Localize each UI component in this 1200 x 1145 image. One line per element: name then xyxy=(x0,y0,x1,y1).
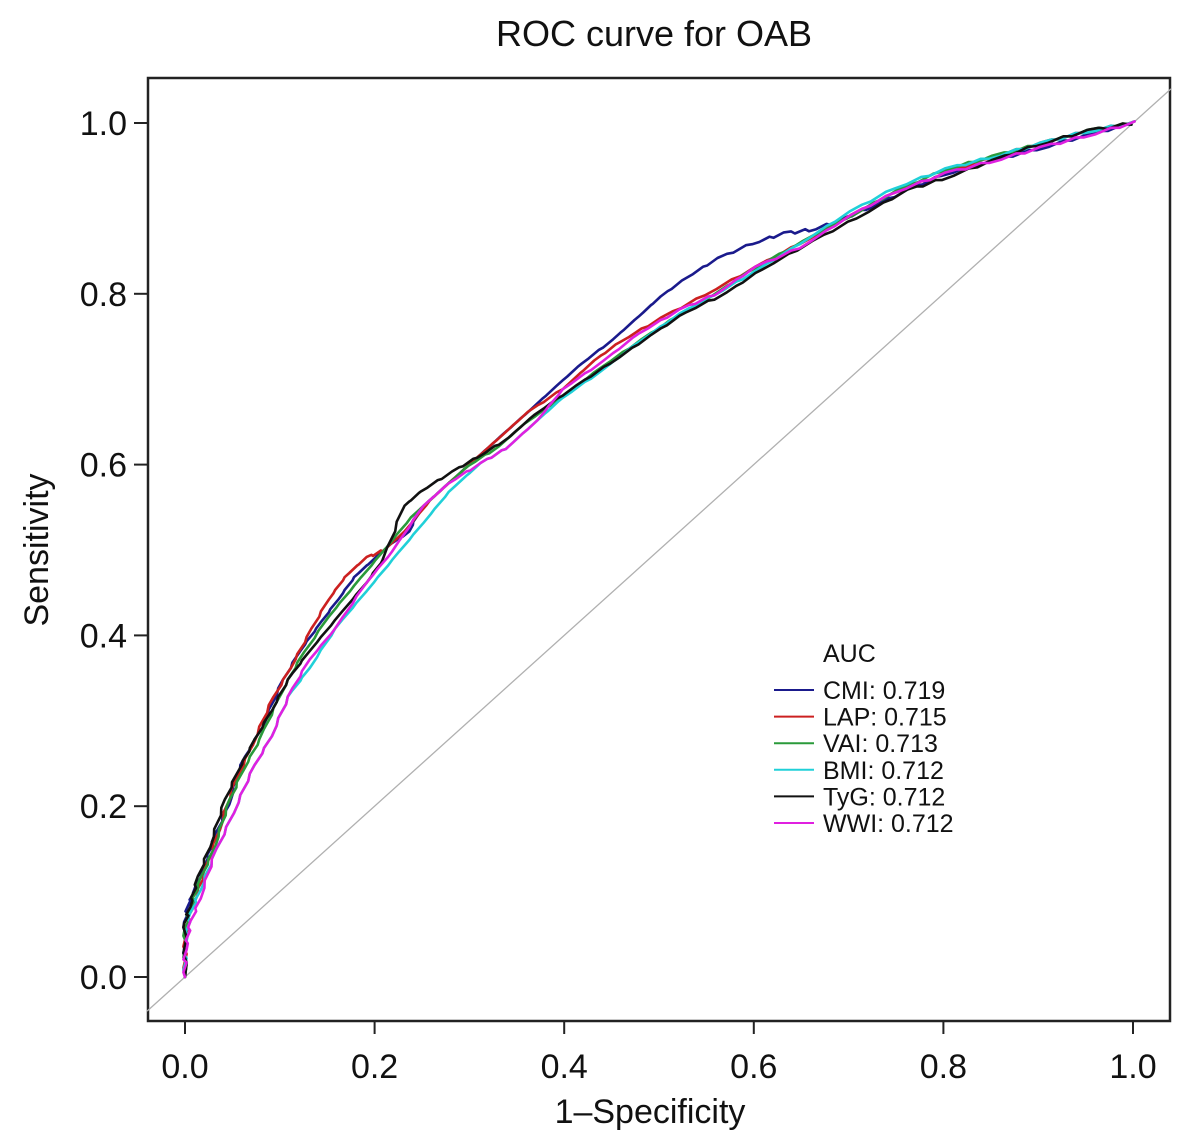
x-tick-label: 0.4 xyxy=(541,1048,588,1086)
plot-frame xyxy=(146,76,1172,1023)
chart-title: ROC curve for OAB xyxy=(496,13,812,54)
roc-line-wwi xyxy=(182,120,1136,979)
y-tick-label: 0.8 xyxy=(80,276,127,314)
y-tick-label: 0.4 xyxy=(80,617,127,655)
legend-label-tyg: TyG: 0.712 xyxy=(823,783,945,811)
y-axis-label: Sensitivity xyxy=(18,473,56,626)
y-tick-label: 0.6 xyxy=(80,447,127,485)
legend-label-bmi: BMI: 0.712 xyxy=(823,757,944,785)
x-tick-label: 0.6 xyxy=(730,1048,777,1086)
x-tick-label: 0.8 xyxy=(920,1048,967,1086)
legend-label-vai: VAI: 0.713 xyxy=(823,730,938,758)
legend-label-wwi: WWI: 0.712 xyxy=(823,810,954,838)
series-layer xyxy=(182,120,1136,979)
legend-label-lap: LAP: 0.715 xyxy=(823,704,947,732)
roc-line-tyg xyxy=(182,122,1133,979)
roc-line-vai xyxy=(182,122,1133,979)
reference-diagonal-line xyxy=(146,88,1172,1012)
reference-layer xyxy=(146,88,1172,1012)
x-tick-label: 0.2 xyxy=(351,1048,398,1086)
x-tick-label: 0.0 xyxy=(161,1048,208,1086)
x-axis: 0.0 0.2 0.4 0.6 0.8 1.0 xyxy=(161,1021,1157,1086)
x-tick-label: 1.0 xyxy=(1109,1048,1156,1086)
legend-label-cmi: CMI: 0.719 xyxy=(823,677,945,705)
y-tick-label: 0.0 xyxy=(80,959,127,997)
legend-title: AUC xyxy=(823,640,876,668)
y-tick-label: 1.0 xyxy=(80,105,127,143)
y-tick-label: 0.2 xyxy=(80,788,127,826)
y-axis: 0.0 0.2 0.4 0.6 0.8 1.0 xyxy=(80,105,148,997)
x-axis-label: 1–Specificity xyxy=(555,1093,746,1131)
